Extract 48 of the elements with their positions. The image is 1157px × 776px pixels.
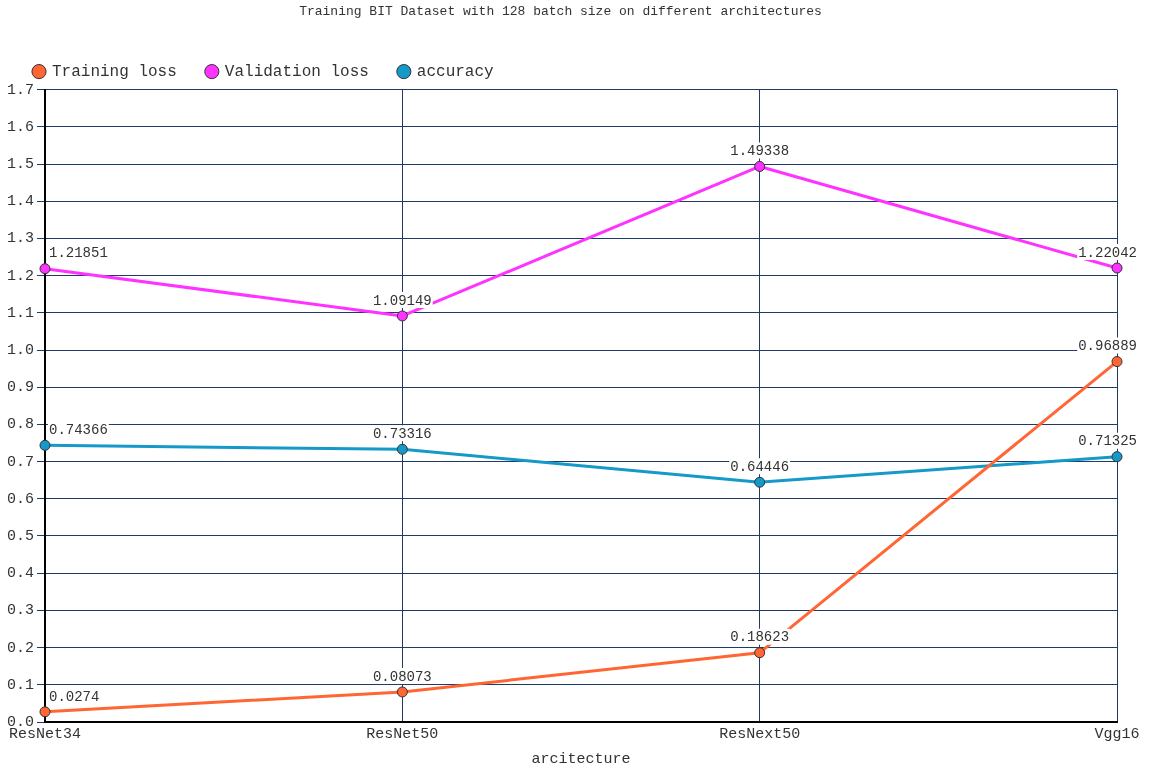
x-axis-title: arcitecture [531, 750, 631, 768]
point [1111, 451, 1123, 463]
chart-title: Training BIT Dataset with 128 batch size on different architectures [299, 4, 822, 20]
data-label: 0.96889 [1078, 338, 1137, 355]
data-label: 0.64446 [730, 458, 790, 475]
y-tick-label: 0.6 [6, 490, 34, 508]
y-tick-label: 1.5 [6, 155, 34, 173]
point [396, 310, 408, 322]
y-tick-label: 0.3 [6, 602, 34, 620]
legend-label: Validation loss [224, 62, 369, 81]
data-label: 0.73316 [372, 425, 432, 442]
data-label: 0.18623 [730, 629, 790, 646]
data-label: 0.74366 [49, 422, 108, 439]
data-label: 1.09149 [372, 292, 432, 309]
data-label: 0.71325 [1078, 433, 1137, 450]
point [754, 476, 766, 488]
data-label: 1.49338 [730, 143, 790, 160]
y-tick-label: 1.6 [6, 118, 34, 136]
y-tick-label: 0.4 [6, 565, 34, 583]
point [1111, 356, 1123, 368]
point [396, 443, 408, 455]
y-tick-label: 1.3 [6, 230, 34, 248]
legend-label: accuracy [416, 62, 495, 81]
y-tick-label: 0.5 [6, 527, 34, 545]
y-tick-label: 1.2 [6, 267, 34, 285]
point [1111, 262, 1123, 274]
data-label: 0.0274 [49, 688, 100, 705]
y-tick-label: 1.1 [6, 304, 34, 322]
y-tick-label: 1.4 [6, 193, 34, 211]
y-tick-label: 1.0 [6, 341, 34, 359]
y-tick-label: 0.7 [6, 453, 34, 471]
y-tick-label: 0.1 [6, 676, 34, 694]
x-tick-label: ResNet50 [366, 725, 439, 743]
x-tick-label: Vgg16 [1094, 725, 1140, 743]
data-label: 1.22042 [1078, 244, 1137, 261]
data-label: 0.08073 [372, 668, 432, 685]
y-tick-label: 0.9 [6, 379, 34, 397]
y-tick-label: 0.8 [6, 416, 34, 434]
point [39, 439, 51, 451]
x-tick-label: ResNext50 [719, 725, 801, 743]
y-tick-label: 1.7 [6, 81, 34, 99]
point [39, 706, 51, 718]
point [754, 647, 766, 659]
point [396, 686, 408, 698]
y-tick-label: 0.2 [6, 639, 34, 657]
point [754, 160, 766, 172]
legend-label: Training loss [52, 62, 177, 81]
data-label: 1.21851 [49, 245, 108, 262]
